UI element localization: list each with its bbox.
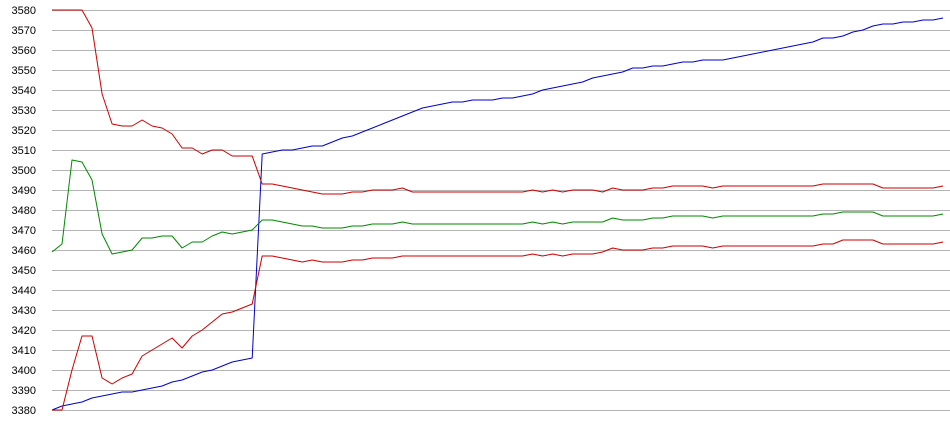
y-tick-label: 3490 bbox=[12, 185, 36, 197]
y-tick-label: 3580 bbox=[12, 5, 36, 17]
y-tick-label: 3400 bbox=[12, 365, 36, 377]
y-tick-label: 3470 bbox=[12, 225, 36, 237]
y-tick-label: 3410 bbox=[12, 345, 36, 357]
y-tick-label: 3440 bbox=[12, 285, 36, 297]
series-lines bbox=[51, 9, 944, 411]
series-line-3 bbox=[51, 159, 944, 255]
series-line-2 bbox=[52, 9, 944, 195]
y-tick-label: 3380 bbox=[12, 405, 36, 417]
y-tick-label: 3450 bbox=[12, 265, 36, 277]
y-tick-label: 3420 bbox=[12, 325, 36, 337]
y-tick-label: 3550 bbox=[12, 65, 36, 77]
y-tick-label: 3540 bbox=[12, 85, 36, 97]
gridlines bbox=[52, 10, 950, 411]
y-tick-label: 3430 bbox=[12, 305, 36, 317]
y-tick-label: 3510 bbox=[12, 145, 36, 157]
series-line-4 bbox=[52, 239, 944, 411]
y-axis-tick-labels: 3380 3390 3400 3410 3420 3430 3440 3450 3460 3470… bbox=[12, 5, 36, 417]
y-tick-label: 3460 bbox=[12, 245, 36, 257]
y-tick-label: 3520 bbox=[12, 125, 36, 137]
series-line-1 bbox=[51, 17, 944, 411]
y-tick-label: 3570 bbox=[12, 25, 36, 37]
y-tick-label: 3500 bbox=[12, 165, 36, 177]
y-tick-label: 3480 bbox=[12, 205, 36, 217]
y-tick-label: 3390 bbox=[12, 385, 36, 397]
y-tick-label: 3530 bbox=[12, 105, 36, 117]
y-tick-label: 3560 bbox=[12, 45, 36, 57]
